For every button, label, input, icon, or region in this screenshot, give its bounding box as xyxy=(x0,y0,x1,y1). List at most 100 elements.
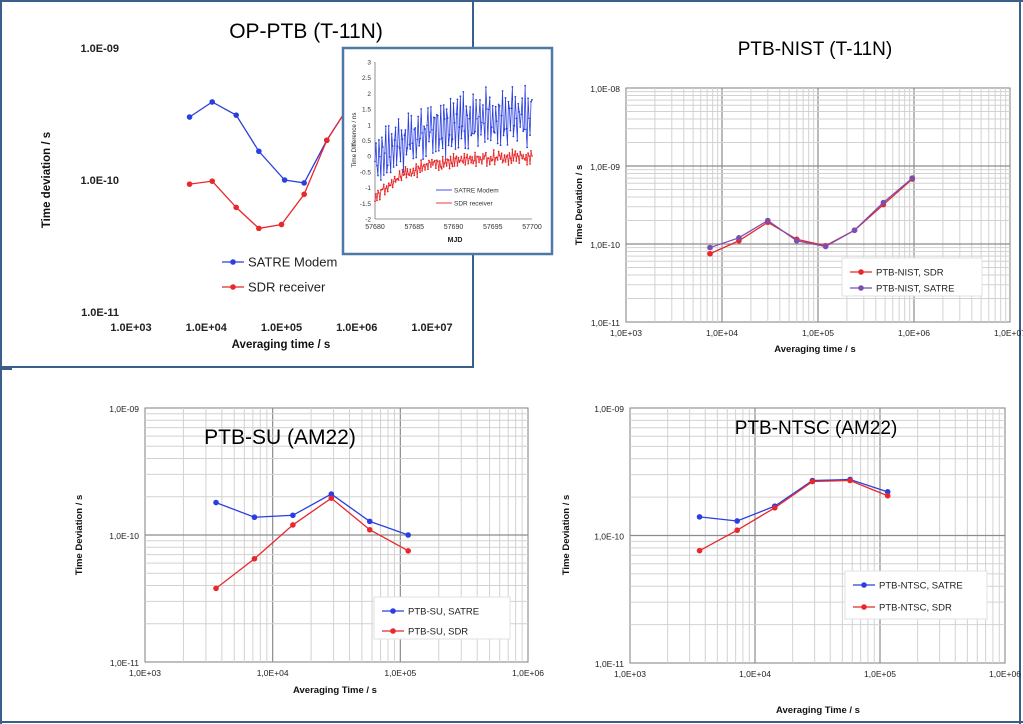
y-tick-label: 1,0E-10 xyxy=(109,531,139,541)
inset-point-sdr xyxy=(410,174,413,177)
chart-title: PTB-NIST (T-11N) xyxy=(738,39,892,60)
inset-point-satre xyxy=(495,120,498,123)
inset-point-satre xyxy=(524,84,527,87)
inset-point-satre xyxy=(523,128,526,131)
data-point xyxy=(213,585,219,592)
inset-point-sdr xyxy=(505,155,508,158)
inset-point-satre xyxy=(474,130,476,133)
inset-point-sdr xyxy=(526,163,528,166)
inset-point-sdr xyxy=(391,186,394,189)
series-line-0 xyxy=(215,493,409,536)
inset-point-satre xyxy=(531,98,533,101)
inset-point-satre xyxy=(527,97,529,100)
inset-point-satre xyxy=(422,158,424,160)
data-point xyxy=(707,244,713,251)
data-point xyxy=(233,112,239,118)
inset-point-sdr xyxy=(437,169,440,171)
legend-label: PTB-NTSC, SATRE xyxy=(879,580,963,591)
inset-point-satre xyxy=(449,97,452,100)
inset-point-satre xyxy=(385,171,388,174)
inset-point-sdr xyxy=(405,176,408,179)
inset-point-sdr xyxy=(417,165,420,168)
inset-point-satre xyxy=(511,86,514,88)
data-point xyxy=(366,518,373,525)
inset-point-sdr xyxy=(379,198,381,201)
inset-point-sdr xyxy=(500,152,503,155)
inset-point-satre xyxy=(458,126,461,129)
data-point xyxy=(233,204,239,211)
inset-point-satre xyxy=(512,135,515,138)
inset-point-sdr xyxy=(384,187,387,190)
inset-point-sdr xyxy=(400,179,403,182)
inset-point-sdr xyxy=(431,158,433,161)
inset-point-sdr xyxy=(483,158,485,160)
inset-point-satre xyxy=(418,144,421,147)
inset-point-satre xyxy=(387,124,390,127)
frame-left xyxy=(0,0,2,724)
inset-legend-label: SATRE Modem xyxy=(454,188,499,195)
inset-point-satre xyxy=(428,140,430,143)
inset-point-satre xyxy=(379,155,381,158)
inset-point-satre xyxy=(403,134,406,137)
inset-point-satre xyxy=(431,128,433,131)
inset-point-satre xyxy=(443,118,446,120)
inset-point-sdr xyxy=(467,162,470,165)
inset-point-satre xyxy=(433,117,436,119)
inset-y-tick-label: 3 xyxy=(367,60,371,67)
chart-title: OP-PTB (T-11N) xyxy=(229,20,383,43)
inset-point-satre xyxy=(496,142,499,145)
series-line-0 xyxy=(189,93,358,184)
series-line-1 xyxy=(709,177,913,249)
inset-point-sdr xyxy=(525,153,528,156)
inset-point-sdr xyxy=(383,193,386,196)
inset-point-satre xyxy=(483,122,485,125)
inset-point-sdr xyxy=(377,189,379,192)
inset-point-satre xyxy=(377,174,379,177)
y-tick-label: 1,0E-11 xyxy=(110,658,139,668)
inset-point-sdr xyxy=(411,172,414,175)
legend-swatch-marker xyxy=(390,608,396,614)
x-tick-label: 1,0E+04 xyxy=(257,668,289,678)
inset-point-sdr xyxy=(527,152,529,155)
inset-point-satre xyxy=(506,143,509,146)
inset-point-satre xyxy=(503,128,506,131)
inset-point-sdr xyxy=(512,160,515,162)
data-point xyxy=(405,532,411,538)
inset-point-satre xyxy=(416,138,419,141)
inset-point-sdr xyxy=(520,154,523,156)
inset-point-satre xyxy=(423,125,425,128)
data-point xyxy=(771,504,778,511)
data-point xyxy=(301,191,307,198)
inset-point-satre xyxy=(485,108,488,110)
inset-point-satre xyxy=(529,134,531,137)
inset-point-satre xyxy=(437,149,440,152)
inset-point-sdr xyxy=(449,155,452,158)
series-line-0 xyxy=(709,178,913,255)
y-tick-label: 1,0E-10 xyxy=(594,532,624,542)
inset-point-sdr xyxy=(529,163,531,165)
inset-point-satre xyxy=(478,115,480,118)
inset-x-tick-label: 57680 xyxy=(365,224,385,231)
inset-point-satre xyxy=(383,152,386,154)
inset-point-satre xyxy=(404,129,407,131)
inset-point-satre xyxy=(507,100,510,103)
data-point xyxy=(251,514,258,521)
inset-point-sdr xyxy=(455,155,458,158)
y-axis-label: Time Deviation / s xyxy=(561,495,572,576)
inset-point-sdr xyxy=(521,157,524,160)
inset-point-sdr xyxy=(433,159,436,162)
inset-point-satre xyxy=(446,117,449,119)
inset-point-sdr xyxy=(413,174,416,177)
legend-swatch-marker xyxy=(861,582,867,588)
y-tick-label: 1,0E-10 xyxy=(590,240,620,250)
inset-point-sdr xyxy=(429,161,431,164)
data-point xyxy=(324,137,330,144)
inset-point-sdr xyxy=(489,155,492,158)
inset-y-tick-label: 2.5 xyxy=(362,75,371,82)
inset-point-satre xyxy=(394,126,397,129)
inset-point-satre xyxy=(374,160,376,163)
chart-title: PTB-NTSC (AM22) xyxy=(735,418,898,439)
inset-point-satre xyxy=(470,134,473,137)
inset-point-sdr xyxy=(510,162,513,165)
inset-point-sdr xyxy=(519,150,522,153)
